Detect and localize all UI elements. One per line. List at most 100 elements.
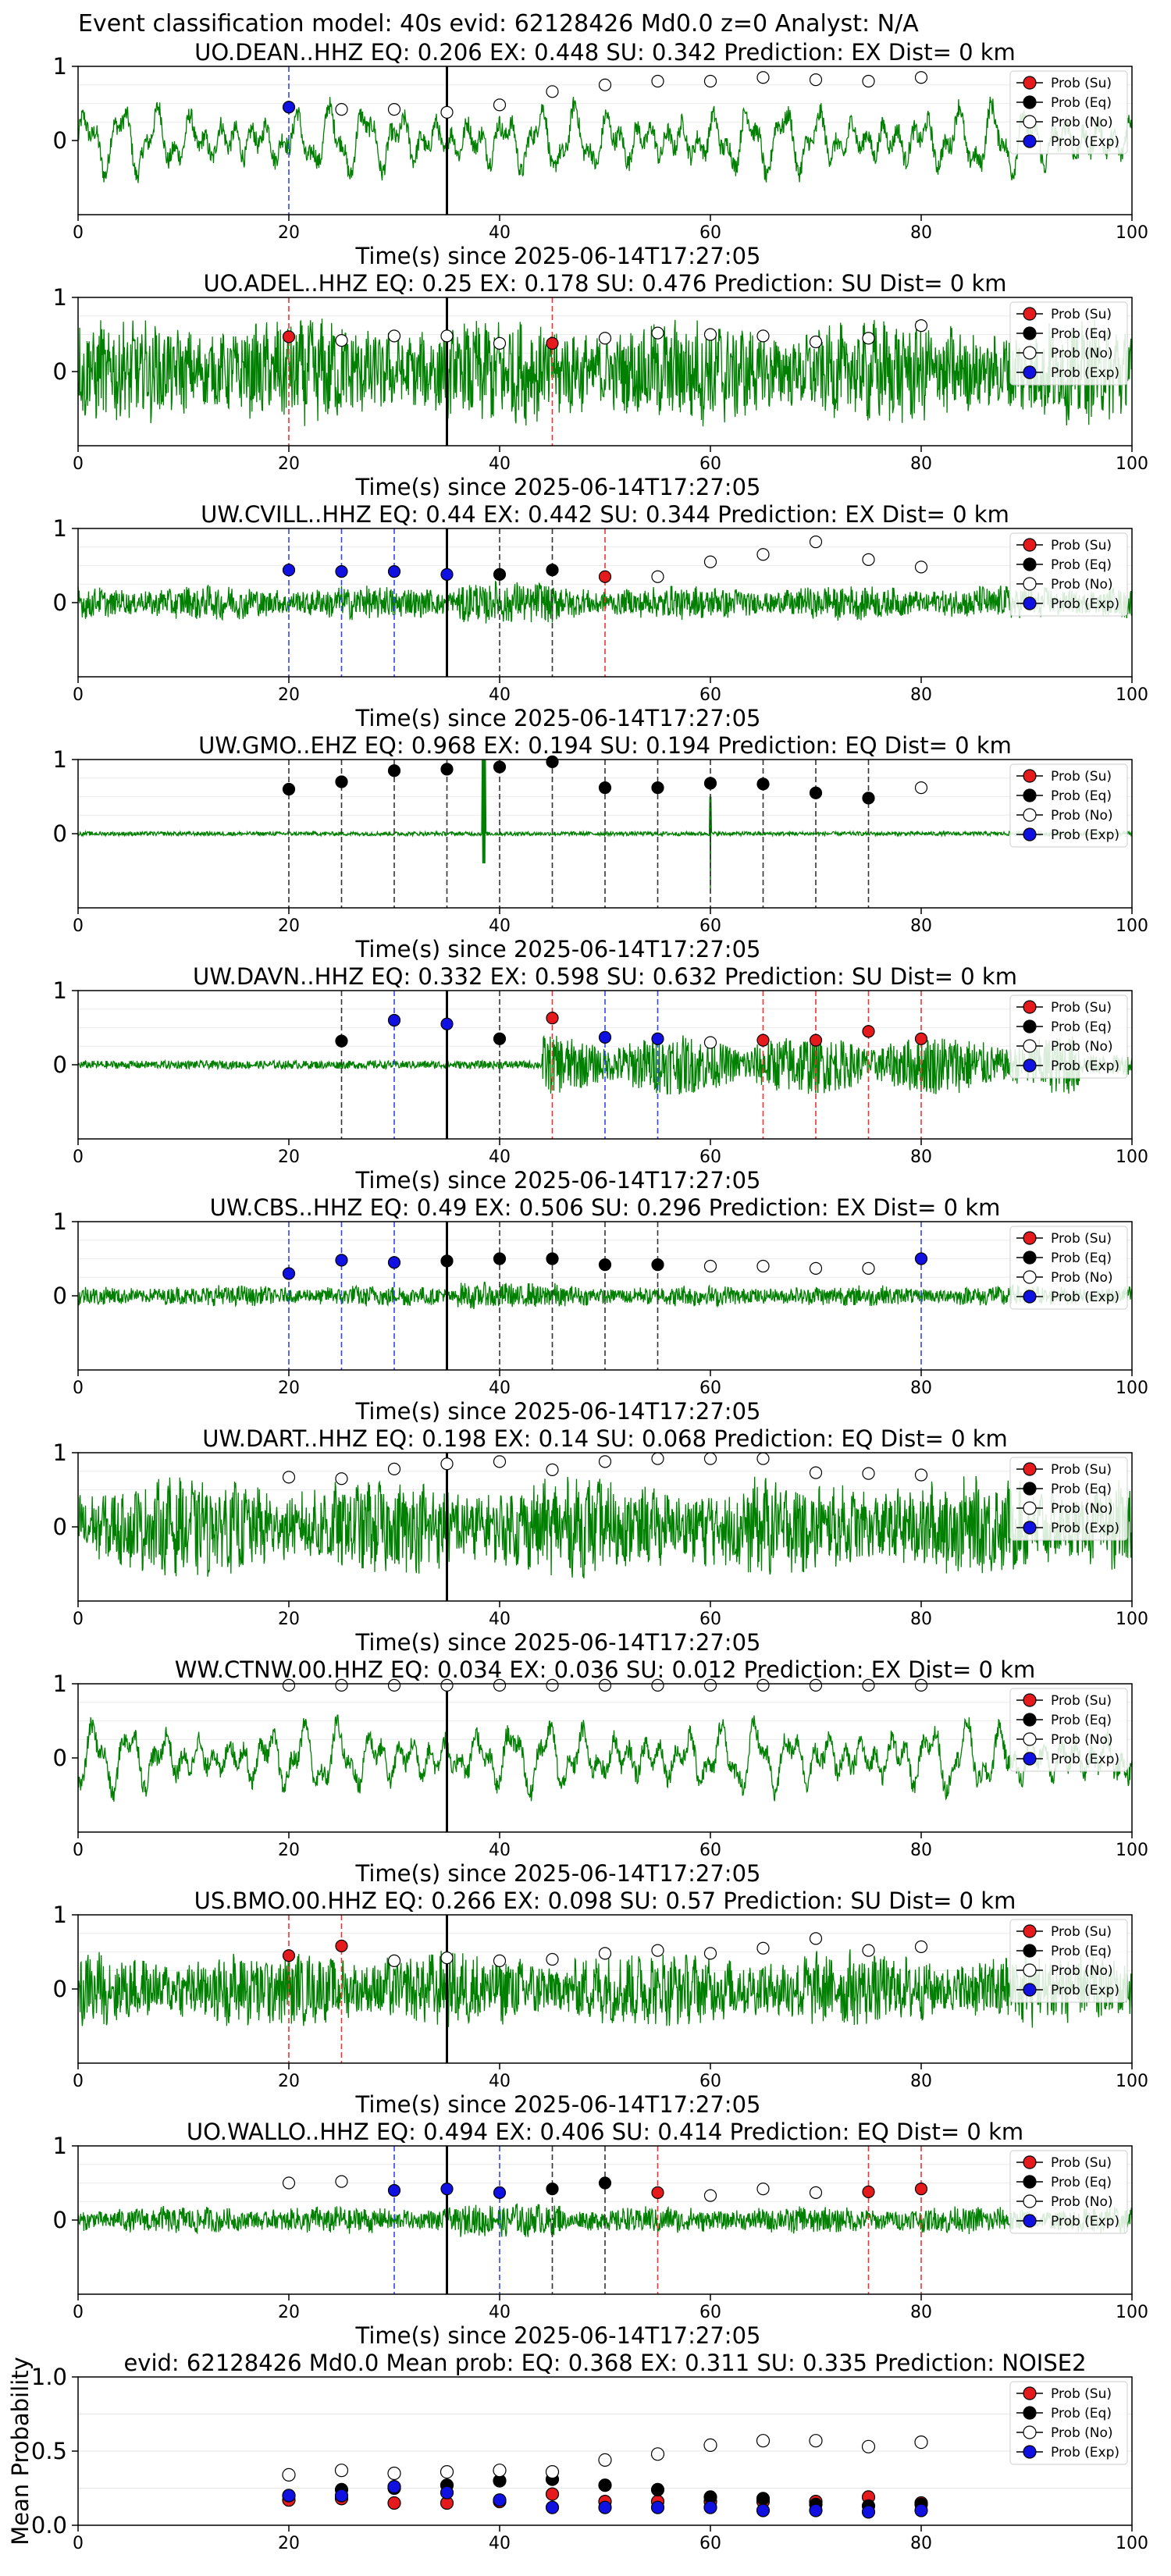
prob-marker-eq bbox=[282, 782, 296, 796]
prob-marker-no bbox=[651, 570, 664, 583]
prob-marker-no bbox=[756, 2183, 770, 2196]
y-tick-label: 0 bbox=[53, 1283, 67, 1309]
prob-marker-su bbox=[756, 1034, 770, 1047]
x-tick-label: 100 bbox=[1116, 2072, 1148, 2091]
y-tick-label: 1 bbox=[53, 2133, 67, 2159]
panel-7: WW.CTNW.00.HHZ EQ: 0.034 EX: 0.036 SU: 0… bbox=[53, 1656, 1148, 1887]
legend-label-no: Prob (No) bbox=[1051, 577, 1113, 592]
panel-3: UW.GMO..EHZ EQ: 0.968 EX: 0.194 SU: 0.19… bbox=[53, 732, 1148, 962]
prob-marker-exp bbox=[387, 2183, 401, 2197]
legend-label-eq: Prob (Eq) bbox=[1051, 326, 1112, 342]
legend-label-exp: Prob (Exp) bbox=[1051, 1059, 1119, 1074]
legend-frame bbox=[1009, 1688, 1128, 1772]
prob-marker-eq bbox=[440, 1254, 454, 1268]
legend-frame bbox=[1009, 1226, 1128, 1310]
prob-marker-su bbox=[914, 1032, 928, 1045]
mean-marker-no bbox=[440, 2465, 454, 2479]
prob-marker-eq bbox=[651, 1258, 664, 1272]
legend-frame bbox=[1009, 2381, 1128, 2465]
prob-marker-no bbox=[809, 2186, 823, 2199]
prob-marker-su bbox=[914, 2183, 928, 2196]
prob-marker-no bbox=[335, 103, 348, 116]
x-tick-label: 60 bbox=[699, 454, 721, 474]
prob-marker-no bbox=[387, 329, 401, 343]
x-tick-label: 40 bbox=[489, 454, 511, 474]
mean-marker-no bbox=[914, 2435, 928, 2450]
legend-label-su: Prob (Su) bbox=[1051, 769, 1112, 785]
legend-marker-su bbox=[1023, 307, 1037, 321]
legend-label-eq: Prob (Eq) bbox=[1051, 788, 1112, 804]
x-tick-label: 60 bbox=[699, 1379, 721, 1398]
legend-marker-su bbox=[1023, 1924, 1037, 1938]
legend-label-su: Prob (Su) bbox=[1051, 1693, 1112, 1709]
prob-marker-no bbox=[862, 1944, 875, 1957]
x-tick-label: 80 bbox=[910, 1147, 932, 1167]
waveform-trace bbox=[77, 1949, 1133, 2028]
legend-label-no: Prob (No) bbox=[1051, 1732, 1113, 1748]
panel-title: UW.CBS..HHZ EQ: 0.49 EX: 0.506 SU: 0.296… bbox=[210, 1194, 1001, 1221]
prob-marker-no bbox=[914, 560, 928, 574]
prob-marker-no bbox=[756, 548, 770, 561]
x-tick-label: 100 bbox=[1116, 1147, 1148, 1167]
legend: Prob (Su) Prob (Eq) Prob (No) Prob (Exp) bbox=[1009, 532, 1128, 617]
x-tick-label: 80 bbox=[910, 685, 932, 705]
legend-marker-su bbox=[1023, 2386, 1037, 2400]
prob-marker-no bbox=[756, 1678, 770, 1692]
mean-marker-exp bbox=[440, 2485, 454, 2500]
prob-marker-no bbox=[282, 1471, 296, 1484]
legend-marker-exp bbox=[1023, 1752, 1037, 1766]
x-tick-label: 60 bbox=[699, 685, 721, 705]
x-tick-label: 40 bbox=[489, 1379, 511, 1398]
prob-marker-no bbox=[440, 329, 454, 343]
mean-marker-exp bbox=[598, 2500, 612, 2514]
prob-marker-no bbox=[862, 553, 875, 567]
mean-marker-no bbox=[703, 2438, 717, 2452]
y-tick-label: 1 bbox=[53, 1902, 67, 1928]
prob-marker-no bbox=[862, 1261, 875, 1275]
prob-marker-eq bbox=[862, 792, 875, 805]
x-axis-label: Time(s) since 2025-06-14T17:27:05 bbox=[355, 1167, 761, 1194]
legend-marker-eq bbox=[1023, 2175, 1037, 2189]
y-tick-label: 0 bbox=[53, 1051, 67, 1078]
legend-label-exp: Prob (Exp) bbox=[1051, 827, 1119, 843]
prob-marker-eq bbox=[493, 1252, 507, 1265]
y-tick-label: 0 bbox=[53, 820, 67, 847]
legend: Prob (Su) Prob (Eq) Prob (No) Prob (Exp) bbox=[1009, 1457, 1128, 1541]
x-tick-label: 100 bbox=[1116, 916, 1148, 936]
station-panels: UO.DEAN..HHZ EQ: 0.206 EX: 0.448 SU: 0.3… bbox=[7, 39, 1148, 2553]
legend-marker-su bbox=[1023, 538, 1037, 552]
prob-marker-exp bbox=[387, 564, 401, 578]
legend-label-su: Prob (Su) bbox=[1051, 307, 1112, 322]
legend: Prob (Su) Prob (Eq) Prob (No) Prob (Exp) bbox=[1009, 763, 1128, 848]
prob-marker-no bbox=[440, 1952, 454, 1965]
x-tick-label: 0 bbox=[73, 1610, 84, 1629]
prob-marker-no bbox=[756, 1259, 770, 1273]
legend-label-su: Prob (Su) bbox=[1051, 2386, 1112, 2402]
panel-title: UW.DART..HHZ EQ: 0.198 EX: 0.14 SU: 0.06… bbox=[202, 1425, 1008, 1452]
legend-label-su: Prob (Su) bbox=[1051, 1924, 1112, 1940]
x-tick-label: 80 bbox=[910, 1379, 932, 1398]
prob-marker-no bbox=[862, 1467, 875, 1480]
prob-marker-eq bbox=[546, 755, 559, 768]
legend-label-no: Prob (No) bbox=[1051, 1039, 1113, 1055]
y-tick-label: 0 bbox=[53, 1514, 67, 1540]
prob-marker-su bbox=[335, 1939, 348, 1952]
prob-marker-no bbox=[914, 1468, 928, 1482]
prob-marker-no bbox=[862, 1678, 875, 1692]
legend-marker-exp bbox=[1023, 134, 1037, 148]
mean-marker-no bbox=[650, 2447, 665, 2461]
mean-marker-eq bbox=[756, 2492, 771, 2506]
prob-marker-no bbox=[598, 332, 612, 345]
legend-label-no: Prob (No) bbox=[1051, 346, 1113, 361]
y-tick-label: 1.0 bbox=[31, 2364, 67, 2390]
legend-label-su: Prob (Su) bbox=[1051, 1000, 1112, 1016]
prob-marker-eq bbox=[546, 2183, 559, 2196]
prob-marker-no bbox=[335, 1678, 348, 1692]
legend-label-su: Prob (Su) bbox=[1051, 538, 1112, 553]
y-tick-label: 0 bbox=[53, 1745, 67, 1771]
legend-label-exp: Prob (Exp) bbox=[1051, 1290, 1119, 1305]
y-tick-label: 0 bbox=[53, 358, 67, 385]
x-axis-label: Time(s) since 2025-06-14T17:27:05 bbox=[355, 2322, 761, 2349]
panel-1: UO.ADEL..HHZ EQ: 0.25 EX: 0.178 SU: 0.47… bbox=[53, 270, 1148, 500]
x-axis-label: Time(s) since 2025-06-14T17:27:05 bbox=[355, 2091, 761, 2118]
